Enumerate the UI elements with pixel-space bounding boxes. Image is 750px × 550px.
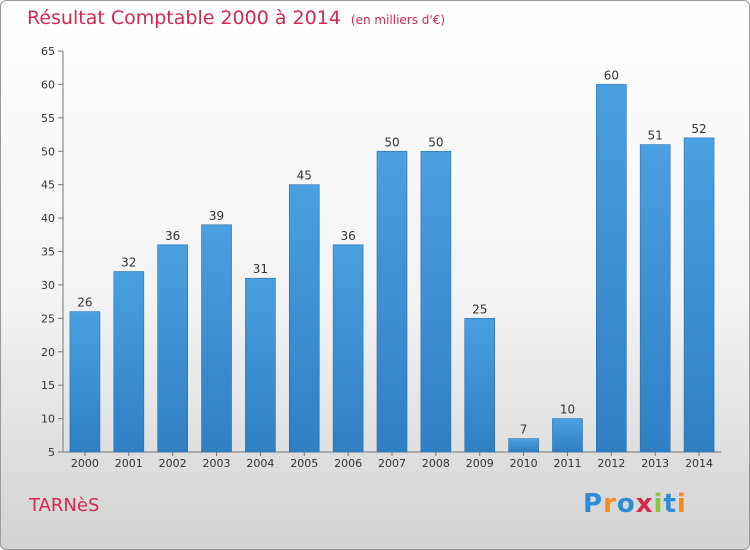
y-tick-label: 60 (41, 78, 55, 91)
value-label-2000: 26 (77, 296, 92, 310)
bar-2012 (596, 84, 627, 453)
bar-2000 (69, 311, 101, 453)
bar-2006 (332, 244, 364, 453)
logo-letter: i (653, 489, 664, 519)
y-tick-label: 50 (41, 145, 55, 158)
x-tick-label: 2011 (553, 457, 581, 470)
region-label: TARNèS (29, 495, 100, 516)
bar-2004 (245, 277, 276, 453)
x-tick-label: 2000 (71, 457, 99, 470)
x-tick-label: 2008 (422, 457, 450, 470)
logo-letter: x (635, 489, 654, 519)
x-tick-label: 2006 (334, 457, 362, 470)
x-tick-label: 2004 (246, 457, 274, 470)
y-tick-label: 35 (41, 246, 55, 259)
value-label-2011: 10 (560, 403, 575, 417)
logo-letter: P (583, 489, 604, 519)
value-label-2007: 50 (384, 135, 399, 149)
logo-letter: o (616, 489, 636, 519)
chart-title: Résultat Comptable 2000 à 2014 (en millie… (27, 7, 445, 29)
logo-letter: i (676, 489, 687, 519)
bar-2007 (376, 150, 408, 453)
bar-2001 (113, 271, 145, 453)
bar-2005 (288, 184, 320, 453)
x-tick-label: 2014 (685, 457, 713, 470)
y-tick-label: 30 (41, 279, 55, 292)
x-tick-label: 2002 (159, 457, 187, 470)
x-tick-label: 2003 (203, 457, 231, 470)
value-label-2014: 52 (691, 122, 706, 136)
x-tick-label: 2001 (115, 457, 143, 470)
value-label-2006: 36 (340, 229, 355, 243)
x-tick-label: 2013 (641, 457, 669, 470)
y-tick-label: 45 (41, 179, 55, 192)
x-tick-label: 2009 (466, 457, 494, 470)
unit-note: (en milliers d'€) (350, 13, 446, 27)
y-tick-label: 40 (41, 212, 55, 225)
value-label-2013: 51 (648, 129, 663, 143)
value-label-2004: 31 (253, 262, 268, 276)
x-tick-label: 2012 (597, 457, 625, 470)
y-tick-label: 10 (41, 413, 55, 426)
y-tick-label: 15 (41, 379, 55, 392)
bar-2009 (464, 318, 496, 453)
bar-2010 (508, 438, 539, 453)
y-tick-label: 55 (41, 112, 55, 125)
value-label-2009: 25 (472, 302, 487, 316)
value-label-2012: 60 (604, 68, 619, 82)
bar-2002 (157, 244, 188, 453)
proxiti-logo: Proxiti (583, 489, 687, 519)
bar-2013 (639, 144, 671, 453)
value-label-2008: 50 (428, 135, 443, 149)
x-tick-label: 2007 (378, 457, 406, 470)
value-label-2002: 36 (165, 229, 180, 243)
y-tick-label: 5 (48, 446, 55, 459)
value-label-2001: 32 (121, 256, 136, 270)
logo-letter: r (603, 489, 617, 519)
value-label-2005: 45 (297, 169, 312, 183)
value-label-2003: 39 (209, 209, 224, 223)
value-label-2010: 7 (520, 423, 528, 437)
bar-2014 (683, 137, 715, 453)
y-tick-label: 65 (41, 45, 55, 58)
x-tick-label: 2010 (510, 457, 538, 470)
bar-2003 (201, 224, 232, 453)
bar-2008 (420, 150, 452, 453)
y-tick-label: 20 (41, 346, 55, 359)
y-tick-label: 25 (41, 312, 55, 325)
x-tick-label: 2005 (290, 457, 318, 470)
logo-letter: t (663, 489, 677, 519)
title-text: Résultat Comptable 2000 à 2014 (27, 7, 341, 29)
bar-2011 (552, 418, 583, 453)
